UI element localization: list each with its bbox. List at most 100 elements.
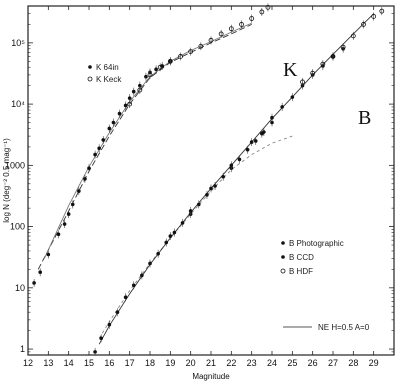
x-tick-label: 27 xyxy=(328,358,338,368)
y-tick-label: 10⁵ xyxy=(11,38,25,48)
data-point xyxy=(123,295,128,300)
data-series xyxy=(32,3,385,356)
x-tick-label: 29 xyxy=(369,358,379,368)
x-tick-label: 23 xyxy=(247,358,257,368)
data-point xyxy=(99,336,103,341)
data-point xyxy=(32,281,36,285)
data-point xyxy=(138,83,142,88)
data-point xyxy=(101,138,106,142)
k-band-label: K xyxy=(283,59,298,81)
data-point xyxy=(123,103,128,108)
data-point-open xyxy=(350,33,356,39)
data-point xyxy=(46,252,51,257)
model-curve xyxy=(98,135,293,339)
data-point xyxy=(213,184,217,188)
y-tick-label: 10⁴ xyxy=(11,99,25,109)
y-tick-label: 100 xyxy=(10,222,25,232)
data-point-open xyxy=(330,54,336,59)
plot-area xyxy=(27,5,395,356)
x-tick-label: 19 xyxy=(165,358,175,368)
data-point xyxy=(280,105,284,109)
data-point-open xyxy=(239,22,244,27)
data-point xyxy=(237,157,242,162)
axes: 12 13 14 15 16 17 18 19 20 21 22 23 24 25 26 27 28 29 1 10 1… xyxy=(5,5,394,368)
b-band-label: B xyxy=(358,107,371,129)
data-point xyxy=(209,186,213,191)
legend-b-photographic-marker xyxy=(281,241,285,245)
data-point-open xyxy=(137,87,143,93)
data-point xyxy=(66,212,71,216)
data-point-open xyxy=(320,61,326,67)
data-point xyxy=(131,89,136,94)
y-tick-label: 1000 xyxy=(5,160,25,170)
data-point-open xyxy=(218,31,224,37)
data-point xyxy=(164,240,169,245)
data-point xyxy=(172,230,177,235)
data-point xyxy=(270,120,274,125)
data-point xyxy=(97,146,101,151)
legend-k-64in-label: K 64in xyxy=(96,63,119,72)
x-tick-label: 22 xyxy=(226,358,236,368)
legend-b-ccd-label: B CCD xyxy=(289,253,314,262)
data-point xyxy=(56,232,61,237)
legend-b: B Photographic B CCD B HDF xyxy=(280,239,344,276)
data-point xyxy=(221,175,225,179)
data-point xyxy=(290,95,295,99)
x-tick-label: 14 xyxy=(64,358,74,368)
data-point xyxy=(87,166,91,170)
data-point xyxy=(107,126,112,131)
x-tick-label: 28 xyxy=(348,358,358,368)
data-point xyxy=(156,251,160,256)
x-tick-label: 26 xyxy=(308,358,318,368)
legend-k: K 64in K Keck xyxy=(87,63,122,84)
data-point xyxy=(260,131,264,136)
data-point xyxy=(38,270,42,274)
data-point xyxy=(245,147,250,152)
x-tick-label: 18 xyxy=(145,358,155,368)
data-point-open xyxy=(340,44,346,50)
data-point-open xyxy=(300,79,305,85)
data-point xyxy=(83,177,87,181)
legend-b-hdf-label: B HDF xyxy=(289,267,313,276)
data-point-open xyxy=(188,49,194,55)
data-point xyxy=(154,67,158,72)
y-tick-label: 10 xyxy=(15,283,25,293)
model-legend-label: NE H=0.5 A=0 xyxy=(318,323,370,332)
data-point-open xyxy=(198,43,204,49)
data-point-open xyxy=(147,72,153,78)
data-point-open xyxy=(178,54,183,59)
data-point xyxy=(111,120,116,125)
data-point-open xyxy=(310,70,316,76)
data-point xyxy=(127,96,132,100)
data-point xyxy=(180,221,185,225)
model-curve xyxy=(37,23,252,270)
model-legend: NE H=0.5 A=0 xyxy=(283,323,370,332)
x-tick-label: 15 xyxy=(84,358,94,368)
model-curve xyxy=(98,13,375,345)
data-point xyxy=(144,74,148,79)
data-point xyxy=(270,115,274,120)
data-point xyxy=(131,283,136,288)
data-point-open xyxy=(208,37,214,43)
plot-frame xyxy=(27,5,395,356)
x-tick-label: 13 xyxy=(43,358,53,368)
data-point-open xyxy=(371,14,377,19)
x-tick-label: 12 xyxy=(23,358,33,368)
data-point xyxy=(168,234,173,238)
data-point xyxy=(93,152,97,157)
data-point-open xyxy=(167,58,173,64)
x-tick-label: 21 xyxy=(206,358,216,368)
data-point-open xyxy=(361,22,366,27)
data-point xyxy=(115,310,120,314)
data-point xyxy=(197,202,201,207)
data-point-open xyxy=(157,64,163,70)
data-point-open xyxy=(265,4,271,10)
data-point xyxy=(229,163,234,168)
data-point xyxy=(117,111,122,116)
x-tick-label: 25 xyxy=(287,358,297,368)
data-point xyxy=(140,273,144,278)
x-tick-label: 17 xyxy=(125,358,135,368)
legend-k-64in-marker xyxy=(88,65,92,69)
legend-b-hdf-marker xyxy=(280,268,286,274)
